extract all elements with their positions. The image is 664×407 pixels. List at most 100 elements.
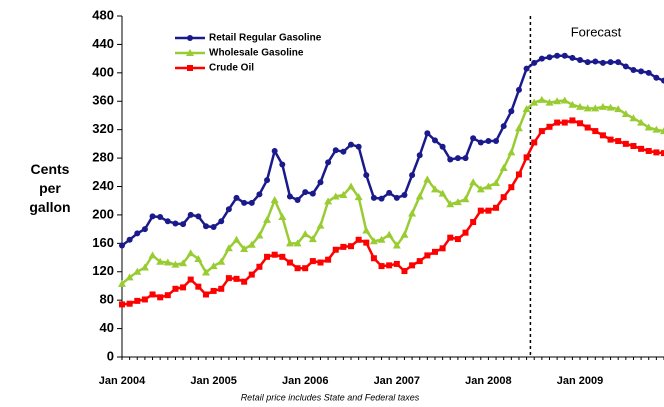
- point: [201, 268, 210, 276]
- point: [584, 59, 591, 66]
- series: [119, 117, 664, 308]
- point: [264, 253, 271, 260]
- point: [202, 223, 209, 230]
- point: [248, 271, 255, 278]
- point: [453, 198, 462, 206]
- point: [661, 150, 664, 157]
- point: [392, 241, 401, 249]
- point: [195, 213, 202, 220]
- point: [225, 206, 232, 213]
- point: [362, 226, 371, 234]
- point: [423, 175, 432, 183]
- point: [377, 235, 386, 243]
- y-tick-label: 80: [100, 292, 114, 307]
- point: [569, 54, 576, 61]
- series: [119, 52, 664, 249]
- point: [584, 124, 591, 131]
- point: [592, 58, 599, 65]
- point: [645, 69, 652, 76]
- point: [233, 194, 240, 201]
- point: [149, 291, 156, 298]
- point: [325, 256, 332, 263]
- point: [187, 276, 194, 283]
- point: [561, 52, 568, 59]
- point: [507, 148, 516, 156]
- point: [408, 209, 417, 217]
- point: [446, 200, 455, 208]
- point: [531, 139, 538, 146]
- point: [660, 127, 664, 135]
- point: [340, 243, 347, 250]
- y-tick-label: 120: [92, 263, 114, 278]
- point: [217, 257, 226, 265]
- point: [454, 236, 461, 243]
- point: [301, 230, 310, 238]
- point: [484, 182, 493, 190]
- point: [431, 248, 438, 255]
- point: [447, 156, 454, 163]
- x-tick-label: Jan 2006: [282, 375, 328, 387]
- point: [515, 86, 522, 93]
- point: [454, 155, 461, 162]
- point: [485, 138, 492, 145]
- point: [622, 140, 629, 147]
- point: [415, 192, 424, 200]
- point: [279, 253, 286, 260]
- point: [591, 104, 600, 112]
- point: [294, 196, 301, 203]
- point: [576, 102, 585, 110]
- point: [615, 59, 622, 66]
- point: [447, 234, 454, 241]
- point: [180, 284, 187, 291]
- point: [340, 148, 347, 155]
- point: [255, 231, 264, 239]
- x-tick-label: Jan 2009: [557, 375, 603, 387]
- point: [286, 259, 293, 266]
- point: [515, 171, 522, 178]
- point: [386, 189, 393, 196]
- point: [598, 102, 607, 110]
- point: [119, 242, 125, 249]
- point: [477, 139, 484, 146]
- point: [554, 119, 561, 126]
- point: [202, 291, 209, 298]
- point: [125, 273, 134, 281]
- point: [439, 143, 446, 150]
- point: [134, 297, 141, 304]
- point: [500, 123, 507, 130]
- point: [325, 159, 332, 166]
- point: [606, 103, 615, 111]
- series-line: [121, 119, 664, 306]
- point: [630, 66, 637, 73]
- point: [607, 59, 614, 66]
- point: [386, 262, 393, 269]
- point: [560, 96, 569, 104]
- y-tick-label: 200: [92, 206, 114, 221]
- y-axis-label: Cents per gallon: [29, 161, 71, 215]
- series: [118, 95, 664, 287]
- point: [508, 108, 515, 115]
- point: [653, 74, 660, 81]
- x-tick-label: Jan 2005: [190, 375, 236, 387]
- point: [523, 154, 530, 161]
- point: [240, 245, 249, 253]
- y-tick-label: 400: [92, 64, 114, 79]
- point: [500, 194, 507, 201]
- point: [439, 245, 446, 252]
- point: [210, 223, 217, 230]
- point: [164, 218, 171, 225]
- point: [462, 229, 469, 236]
- point: [637, 118, 646, 126]
- point: [126, 236, 133, 243]
- point: [247, 240, 256, 248]
- point: [630, 143, 637, 150]
- point: [232, 235, 241, 243]
- point: [156, 257, 165, 265]
- point: [424, 252, 431, 259]
- point: [514, 124, 523, 132]
- point: [264, 177, 271, 184]
- point: [430, 185, 439, 193]
- point: [119, 301, 125, 308]
- point: [476, 185, 485, 193]
